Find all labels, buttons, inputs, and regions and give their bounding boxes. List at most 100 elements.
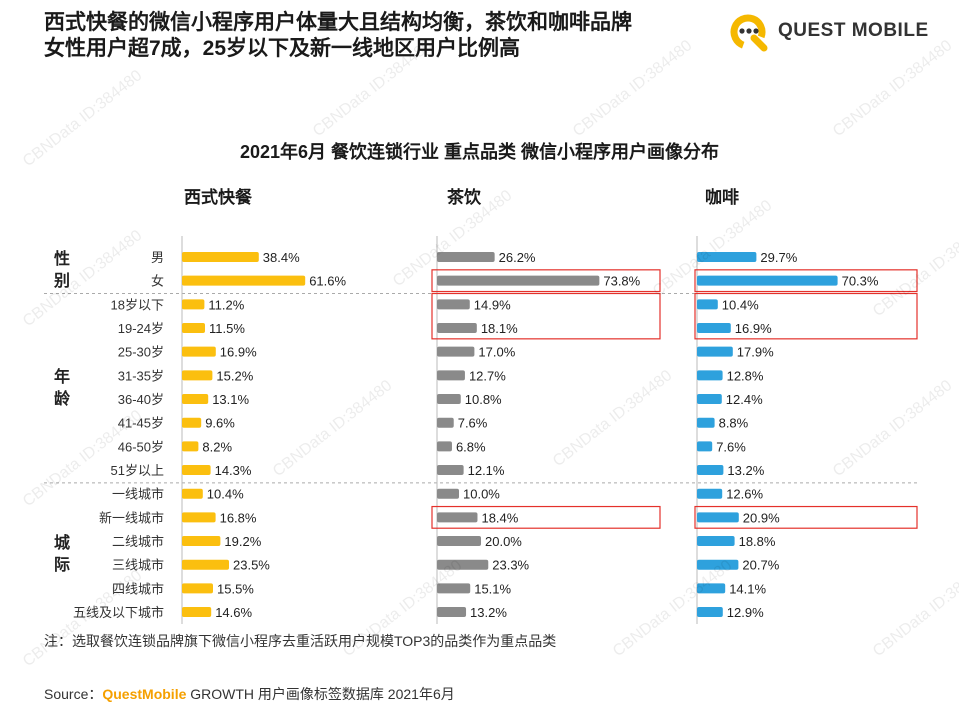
value-label: 15.1%: [474, 581, 511, 596]
bar: [697, 252, 757, 262]
source-brand: QuestMobile: [102, 686, 187, 702]
footnote: 注：选取餐饮连锁品牌旗下微信小程序去重活跃用户规模TOP3的品类作为重点品类: [44, 633, 557, 649]
bar: [182, 346, 216, 357]
value-label: 8.8%: [719, 416, 749, 431]
highlight-box-6: [694, 505, 918, 529]
bar: [437, 394, 461, 405]
value-label: 23.5%: [233, 558, 270, 573]
highlight-box-3: [431, 505, 661, 529]
bar: [437, 512, 478, 523]
headline-line-1: 西式快餐的微信小程序用户体量大且结构均衡，茶饮和咖啡品牌: [44, 11, 632, 34]
value-label: 19.2%: [224, 534, 261, 549]
category-label: 一线城市: [112, 487, 164, 502]
value-label: 15.2%: [216, 368, 253, 383]
bar: [437, 559, 489, 570]
category-label: 18岁以下: [111, 297, 164, 312]
value-label: 12.8%: [727, 368, 764, 383]
questmobile-logo: QUEST MOBILE: [728, 12, 928, 52]
bar: [697, 299, 718, 310]
value-label: 6.8%: [456, 439, 486, 454]
bar: [437, 323, 477, 334]
value-label: 8.2%: [202, 439, 232, 454]
value-label: 18.8%: [739, 534, 776, 549]
category-label: 女: [151, 274, 164, 289]
bar: [437, 607, 467, 618]
bar: [182, 488, 203, 499]
value-label: 12.4%: [726, 392, 763, 407]
value-label: 12.7%: [469, 368, 506, 383]
value-label: 15.5%: [217, 581, 254, 596]
bar: [182, 583, 213, 594]
bar: [182, 512, 216, 523]
bar: [437, 417, 454, 428]
value-label: 61.6%: [309, 274, 346, 289]
questmobile-logo-icon: [730, 14, 768, 52]
value-label: 13.2%: [470, 605, 507, 620]
category-label: 新一线城市: [99, 510, 164, 525]
group-label-1-char-1: 龄: [54, 389, 71, 408]
source-prefix: Source：: [44, 686, 103, 702]
group-label-1-char-0: 年: [54, 367, 70, 386]
bar: [697, 559, 739, 570]
source-line: Source：QuestMobile GROWTH 用户画像标签数据库 2021…: [44, 684, 455, 704]
value-label: 29.7%: [760, 250, 797, 265]
value-label: 16.9%: [735, 321, 772, 336]
bar: [697, 441, 713, 452]
bar: [697, 583, 726, 594]
highlight-box-2: [431, 292, 661, 340]
category-label: 二线城市: [112, 534, 164, 549]
highlight-box-4: [694, 269, 918, 293]
bar: [182, 394, 209, 405]
bar: [697, 417, 715, 428]
value-label: 38.4%: [263, 250, 300, 265]
highlight-box-5: [694, 292, 918, 340]
category-label: 36-40岁: [118, 392, 164, 407]
value-label: 14.1%: [729, 581, 766, 596]
bar: [182, 417, 202, 428]
group-label-0-char-0: 性: [54, 249, 70, 268]
group-label-2-char-1: 际: [54, 556, 70, 574]
bar: [697, 394, 722, 405]
value-label: 26.2%: [499, 250, 536, 265]
value-label: 14.6%: [215, 605, 252, 620]
value-label: 17.9%: [737, 345, 774, 360]
value-label: 10.8%: [465, 392, 502, 407]
bar: [697, 512, 739, 523]
bar: [437, 346, 475, 357]
value-label: 13.1%: [212, 392, 249, 407]
bar: [697, 275, 838, 286]
value-label: 14.3%: [215, 463, 252, 478]
bar: [182, 323, 205, 334]
value-label: 20.9%: [743, 510, 780, 525]
value-label: 10.4%: [207, 487, 244, 502]
bar: [697, 370, 723, 381]
value-label: 23.3%: [492, 558, 529, 573]
value-label: 11.5%: [209, 321, 245, 336]
category-label: 四线城市: [112, 581, 164, 596]
bar: [182, 275, 306, 286]
bar: [697, 488, 723, 499]
bar: [437, 465, 464, 476]
value-label: 12.6%: [726, 487, 763, 502]
bar: [182, 607, 212, 618]
value-label: 9.6%: [205, 416, 235, 431]
bar: [697, 346, 733, 357]
group-label-2-char-0: 城: [54, 534, 70, 552]
bar: [437, 488, 459, 499]
series-title-1: 西式快餐: [184, 187, 253, 207]
bar: [437, 583, 471, 594]
value-label: 73.8%: [603, 274, 640, 289]
value-label: 12.1%: [468, 463, 505, 478]
value-label: 18.1%: [481, 321, 518, 336]
bar: [182, 536, 221, 547]
bar: [437, 370, 465, 381]
value-label: 70.3%: [842, 274, 879, 289]
value-label: 7.6%: [716, 439, 746, 454]
bar: [182, 441, 199, 452]
source-rest: GROWTH 用户画像标签数据库 2021年6月: [186, 686, 455, 702]
category-label: 31-35岁: [118, 368, 164, 383]
category-label: 五线及以下城市: [73, 605, 164, 620]
value-label: 14.9%: [474, 297, 511, 312]
value-label: 17.0%: [478, 345, 515, 360]
